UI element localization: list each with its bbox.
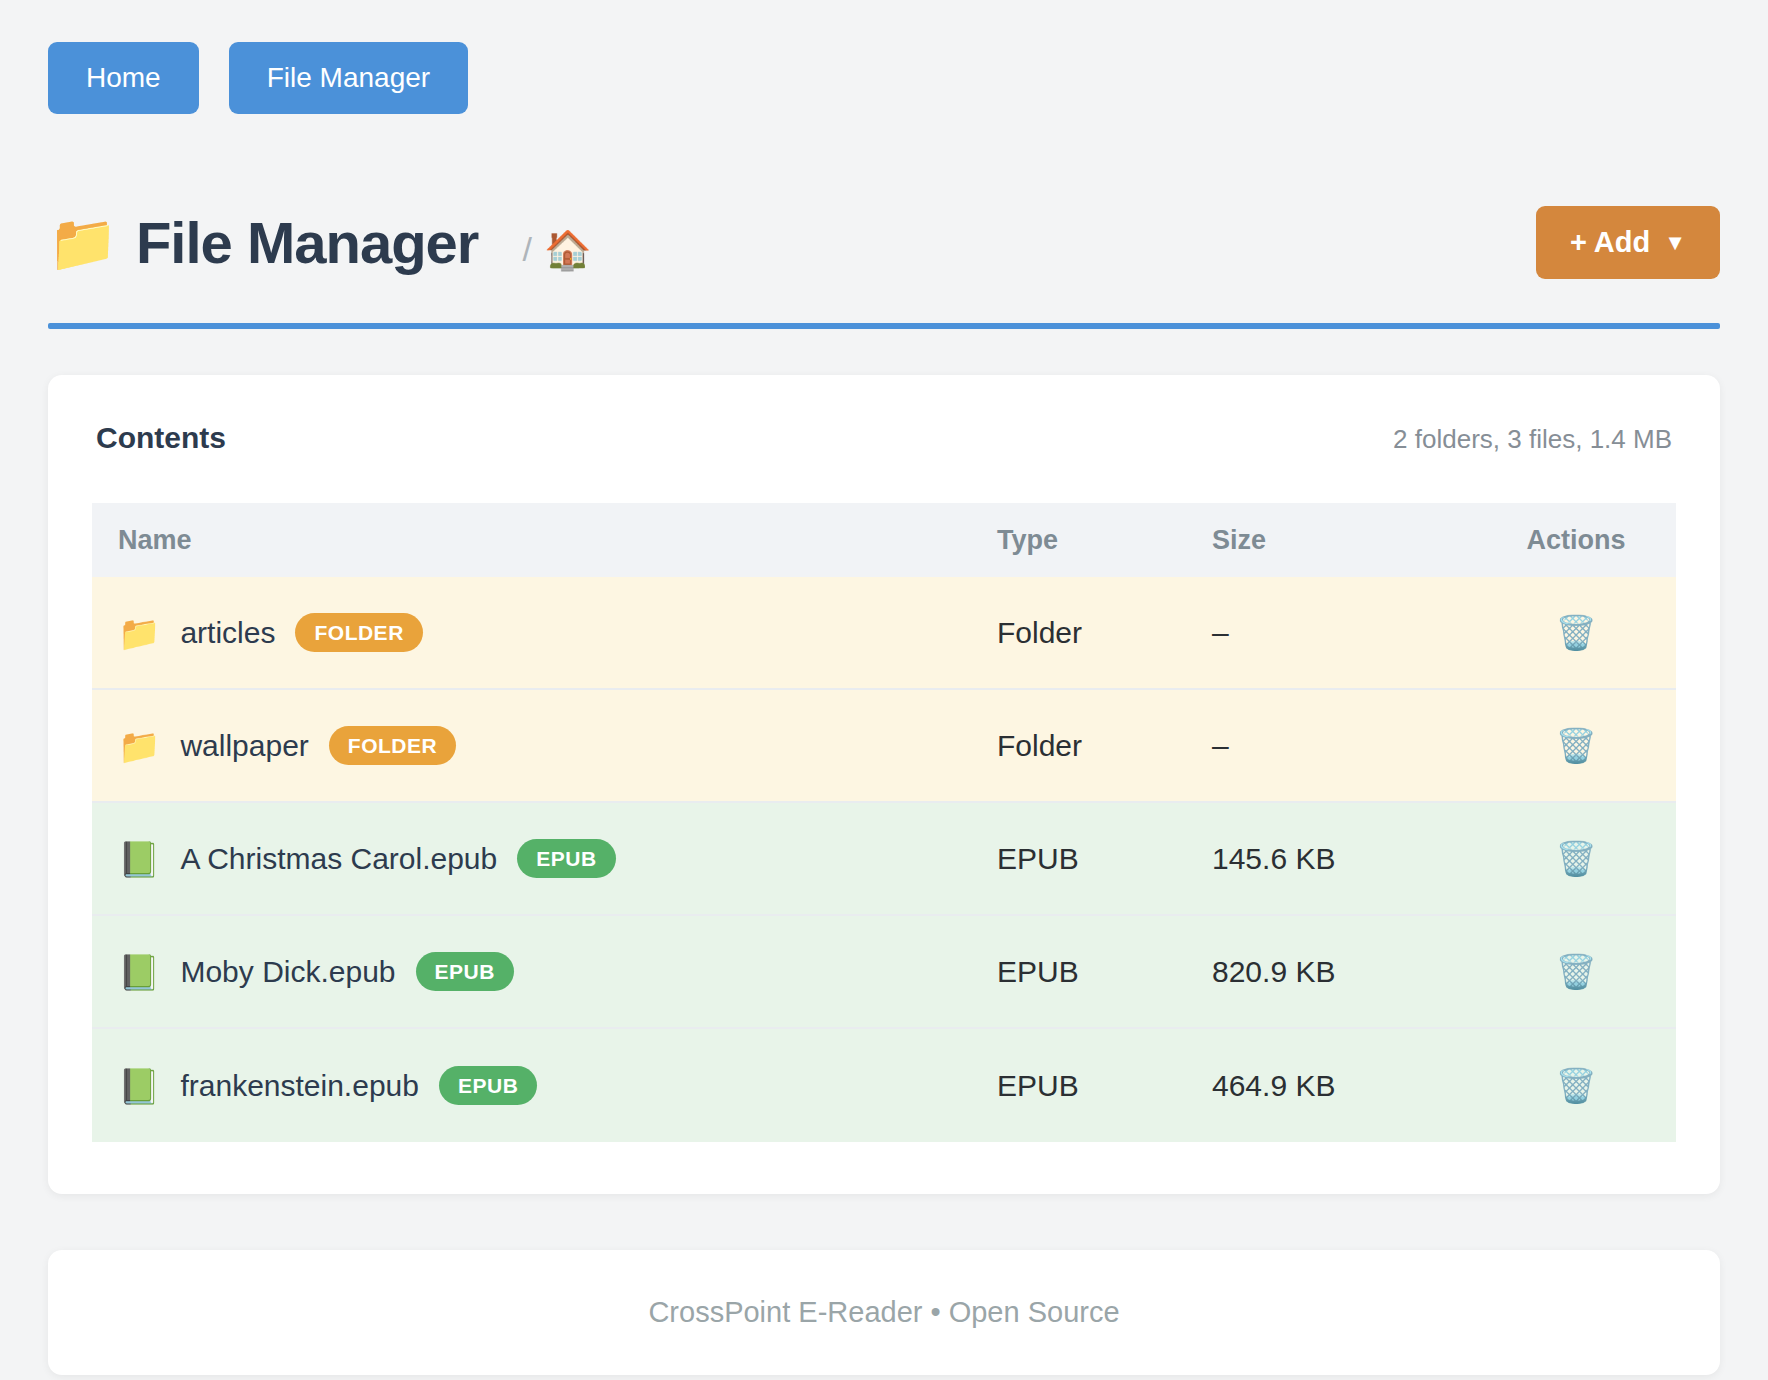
table-row[interactable]: 📗 A Christmas Carol.epub EPUB EPUB 145.6… <box>92 803 1676 916</box>
type-cell: EPUB <box>971 1069 1186 1103</box>
footer-card: CrossPoint E-Reader • Open Source <box>48 1250 1720 1375</box>
size-cell: 464.9 KB <box>1186 1069 1476 1103</box>
file-name-link[interactable]: articles <box>180 616 275 650</box>
actions-cell: 🗑️ <box>1476 1063 1676 1108</box>
home-button[interactable]: Home <box>48 42 199 114</box>
column-header-actions: Actions <box>1476 525 1676 556</box>
contents-title: Contents <box>96 421 226 455</box>
delete-button[interactable]: 🗑️ <box>1549 723 1602 768</box>
actions-cell: 🗑️ <box>1476 610 1676 655</box>
file-name-link[interactable]: Moby Dick.epub <box>180 955 395 989</box>
file-type-icon: 📗 <box>118 842 160 876</box>
contents-card-header: Contents 2 folders, 3 files, 1.4 MB <box>92 421 1676 455</box>
trash-icon: 🗑️ <box>1555 614 1596 651</box>
title-wrap: 📁 File Manager / 🏠 <box>48 209 1536 276</box>
file-manager-button[interactable]: File Manager <box>229 42 468 114</box>
breadcrumb-separator: / <box>522 230 531 269</box>
file-type-icon: 📗 <box>118 1069 160 1103</box>
trash-icon: 🗑️ <box>1555 1067 1596 1104</box>
file-name-link[interactable]: A Christmas Carol.epub <box>180 842 497 876</box>
column-header-name: Name <box>92 525 971 556</box>
table-row[interactable]: 📗 frankenstein.epub EPUB EPUB 464.9 KB 🗑… <box>92 1029 1676 1142</box>
trash-icon: 🗑️ <box>1555 727 1596 764</box>
delete-button[interactable]: 🗑️ <box>1549 836 1602 881</box>
size-cell: 820.9 KB <box>1186 955 1476 989</box>
breadcrumb: / 🏠 <box>522 230 591 269</box>
name-cell: 📗 A Christmas Carol.epub EPUB <box>92 839 971 878</box>
file-name-link[interactable]: wallpaper <box>180 729 308 763</box>
column-header-type: Type <box>971 525 1186 556</box>
type-cell: EPUB <box>971 842 1186 876</box>
table-row[interactable]: 📁 wallpaper FOLDER Folder – 🗑️ <box>92 690 1676 803</box>
actions-cell: 🗑️ <box>1476 836 1676 881</box>
type-cell: Folder <box>971 616 1186 650</box>
type-cell: EPUB <box>971 955 1186 989</box>
table-body: 📁 articles FOLDER Folder – 🗑️ 📁 wallpape… <box>92 577 1676 1142</box>
page-header: 📁 File Manager / 🏠 + Add ▼ <box>48 206 1720 279</box>
home-icon[interactable]: 🏠 <box>544 231 591 269</box>
file-type-badge: FOLDER <box>329 726 456 765</box>
table-header-row: Name Type Size Actions <box>92 503 1676 577</box>
file-type-icon: 📁 <box>118 616 160 650</box>
delete-button[interactable]: 🗑️ <box>1549 610 1602 655</box>
actions-cell: 🗑️ <box>1476 949 1676 994</box>
footer-text: CrossPoint E-Reader • Open Source <box>648 1296 1119 1328</box>
size-cell: – <box>1186 729 1476 763</box>
contents-card: Contents 2 folders, 3 files, 1.4 MB Name… <box>48 375 1720 1194</box>
file-type-badge: FOLDER <box>295 613 422 652</box>
file-type-badge: EPUB <box>517 839 615 878</box>
size-cell: – <box>1186 616 1476 650</box>
trash-icon: 🗑️ <box>1555 953 1596 990</box>
name-cell: 📁 articles FOLDER <box>92 613 971 652</box>
file-type-badge: EPUB <box>439 1066 537 1105</box>
name-cell: 📁 wallpaper FOLDER <box>92 726 971 765</box>
name-cell: 📗 frankenstein.epub EPUB <box>92 1066 971 1105</box>
column-header-size: Size <box>1186 525 1476 556</box>
delete-button[interactable]: 🗑️ <box>1549 1063 1602 1108</box>
contents-summary: 2 folders, 3 files, 1.4 MB <box>1393 424 1672 455</box>
file-type-icon: 📁 <box>118 729 160 763</box>
file-name-link[interactable]: frankenstein.epub <box>180 1069 419 1103</box>
page-title: File Manager <box>136 209 479 276</box>
trash-icon: 🗑️ <box>1555 840 1596 877</box>
folder-icon: 📁 <box>48 215 118 271</box>
size-cell: 145.6 KB <box>1186 842 1476 876</box>
add-button[interactable]: + Add ▼ <box>1536 206 1720 279</box>
file-type-badge: EPUB <box>416 952 514 991</box>
page: Home File Manager 📁 File Manager / 🏠 + A… <box>0 0 1768 1375</box>
add-button-label: + Add <box>1570 228 1650 257</box>
table-row[interactable]: 📗 Moby Dick.epub EPUB EPUB 820.9 KB 🗑️ <box>92 916 1676 1029</box>
top-nav: Home File Manager <box>48 42 1720 114</box>
name-cell: 📗 Moby Dick.epub EPUB <box>92 952 971 991</box>
file-type-icon: 📗 <box>118 955 160 989</box>
title-divider <box>48 323 1720 329</box>
actions-cell: 🗑️ <box>1476 723 1676 768</box>
table-row[interactable]: 📁 articles FOLDER Folder – 🗑️ <box>92 577 1676 690</box>
file-table: Name Type Size Actions 📁 articles FOLDER… <box>92 503 1676 1142</box>
type-cell: Folder <box>971 729 1186 763</box>
chevron-down-icon: ▼ <box>1664 232 1686 254</box>
delete-button[interactable]: 🗑️ <box>1549 949 1602 994</box>
